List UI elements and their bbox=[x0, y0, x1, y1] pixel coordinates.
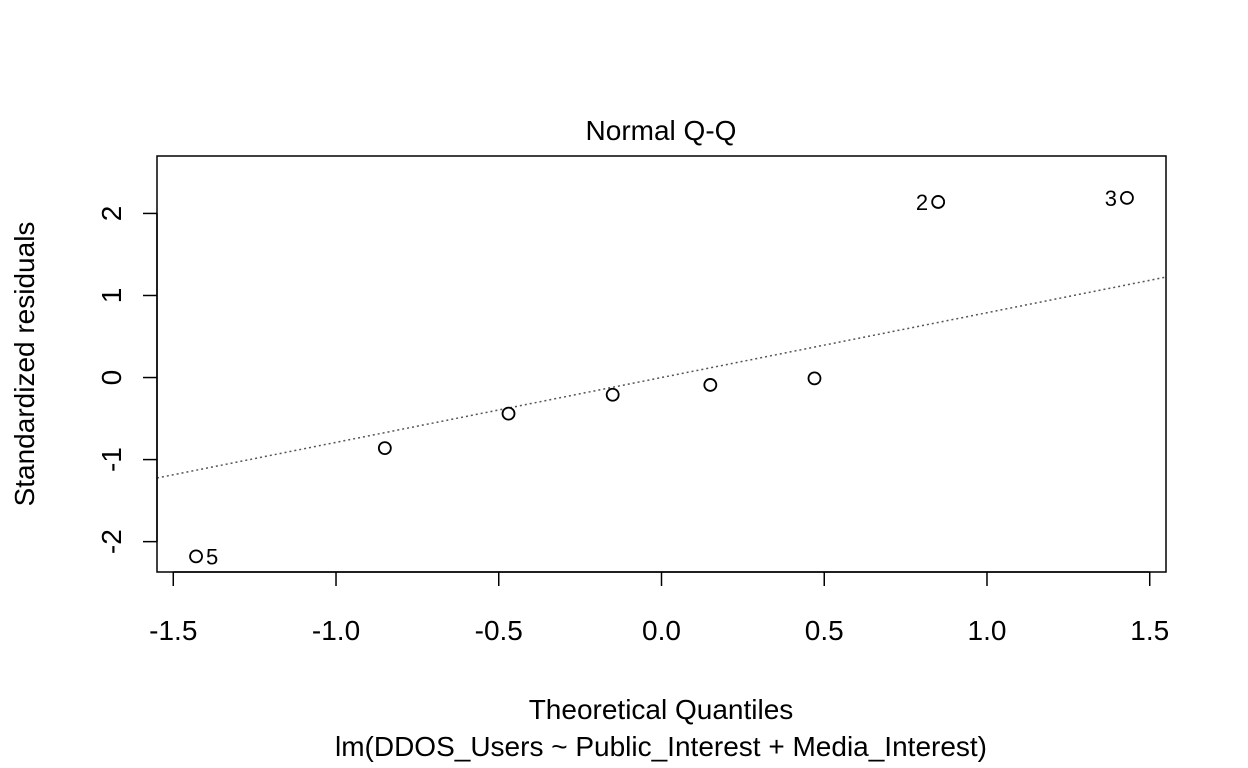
x-tick-label: 1.0 bbox=[968, 615, 1007, 646]
point-label: 3 bbox=[1105, 186, 1117, 211]
chart-subtitle: lm(DDOS_Users ~ Public_Interest + Media_… bbox=[335, 731, 987, 762]
point-label: 2 bbox=[916, 190, 928, 215]
data-point bbox=[703, 378, 718, 392]
data-point bbox=[1120, 190, 1134, 205]
qq-reference-line bbox=[156, 276, 1167, 479]
data-point bbox=[807, 371, 822, 386]
data-point bbox=[605, 387, 620, 402]
x-tick-label: 0.5 bbox=[805, 615, 844, 646]
y-axis-label: Standardized residuals bbox=[9, 222, 40, 507]
y-tick-label: 0 bbox=[96, 370, 127, 386]
y-tick-label: 2 bbox=[96, 206, 127, 222]
y-tick-label: -1 bbox=[96, 447, 127, 472]
data-point bbox=[931, 195, 946, 209]
x-tick-label: -1.0 bbox=[312, 615, 360, 646]
points-layer: 5 2 3 bbox=[189, 186, 1134, 569]
y-tick-label: -2 bbox=[96, 529, 127, 554]
x-tick-label: 1.5 bbox=[1130, 615, 1169, 646]
data-point bbox=[377, 441, 392, 456]
x-tick-label: 0.0 bbox=[642, 615, 681, 646]
plot-frame bbox=[156, 155, 1167, 573]
chart-title: Normal Q-Q bbox=[586, 115, 737, 146]
x-axis: -1.5 -1.0 -0.5 0.0 0.5 1.0 1.5 bbox=[149, 571, 1169, 646]
y-tick-label: 1 bbox=[96, 288, 127, 304]
reference-line-layer bbox=[156, 276, 1167, 479]
y-axis: -2 -1 0 1 2 bbox=[96, 206, 158, 554]
data-point bbox=[501, 406, 516, 421]
x-tick-label: -0.5 bbox=[475, 615, 523, 646]
x-axis-label: Theoretical Quantiles bbox=[529, 694, 794, 725]
point-label: 5 bbox=[206, 544, 218, 569]
x-tick-label: -1.5 bbox=[149, 615, 197, 646]
data-point bbox=[189, 549, 203, 564]
